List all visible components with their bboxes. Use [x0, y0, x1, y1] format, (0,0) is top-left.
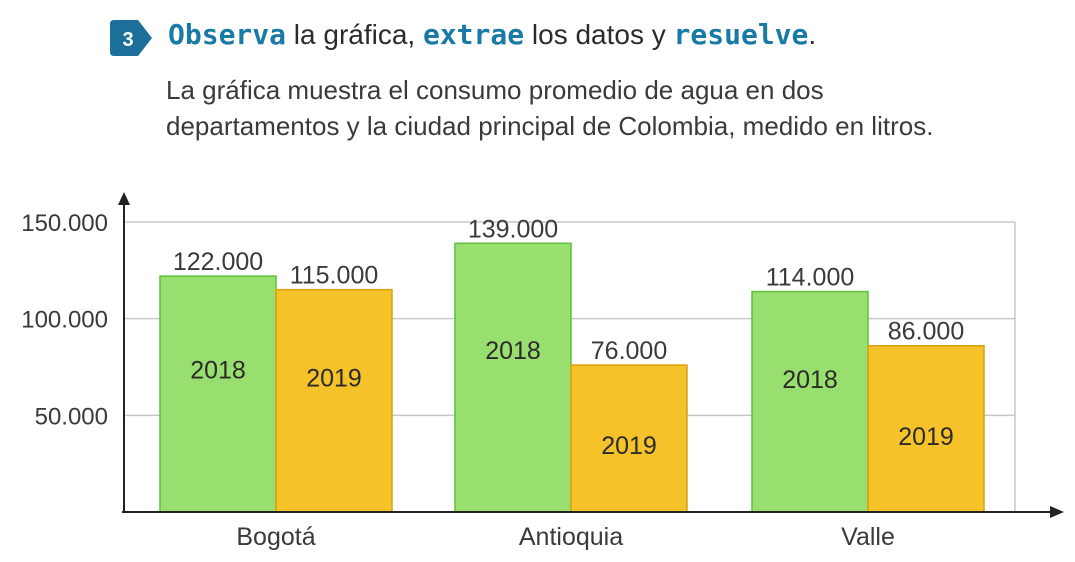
bar-series-label: 2018 — [485, 337, 541, 365]
y-axis-arrow — [118, 192, 130, 205]
y-tick-label: 100.000 — [21, 307, 108, 334]
data-label: 114.000 — [766, 264, 855, 292]
data-label: 86.000 — [888, 318, 964, 346]
bar-series-label: 2019 — [306, 365, 362, 393]
heading-keyword: extrae — [422, 18, 525, 51]
data-label: 122.000 — [173, 248, 263, 276]
bar-series-label: 2018 — [190, 356, 246, 384]
exercise-number: 3 — [122, 29, 133, 51]
y-tick-label: 150.000 — [21, 210, 108, 237]
bar-series-label: 2018 — [782, 366, 838, 394]
x-axis-arrow — [1050, 506, 1064, 518]
bar-2019 — [867, 344, 985, 513]
heading-text: . — [808, 19, 817, 50]
data-label: 139.000 — [468, 215, 558, 243]
heading-keyword: resuelve — [673, 18, 809, 51]
exercise-heading: Observa la gráfica, extrae los datos y r… — [168, 18, 816, 51]
bar-2019 — [275, 288, 393, 513]
heading-keyword: Observa — [168, 18, 287, 51]
data-label: 115.000 — [290, 262, 379, 290]
heading-text: la gráfica, — [286, 19, 423, 50]
exercise-number-badge: 3 — [110, 20, 152, 56]
x-category-label: Bogotá — [236, 523, 315, 551]
bar-series-label: 2019 — [601, 432, 657, 460]
x-category-label: Antioquia — [519, 523, 623, 551]
exercise-description: La gráfica muestra el consumo promedio d… — [166, 75, 934, 141]
bar-series-label: 2019 — [898, 423, 954, 451]
y-tick-label: 50.000 — [35, 403, 108, 430]
bar-2018 — [454, 242, 572, 513]
data-label: 76.000 — [591, 337, 667, 365]
bar-2019 — [570, 364, 688, 513]
x-category-label: Valle — [841, 523, 895, 551]
bar-2018 — [159, 275, 277, 513]
heading-text: los datos y — [524, 19, 674, 50]
bar-2018 — [751, 290, 869, 513]
